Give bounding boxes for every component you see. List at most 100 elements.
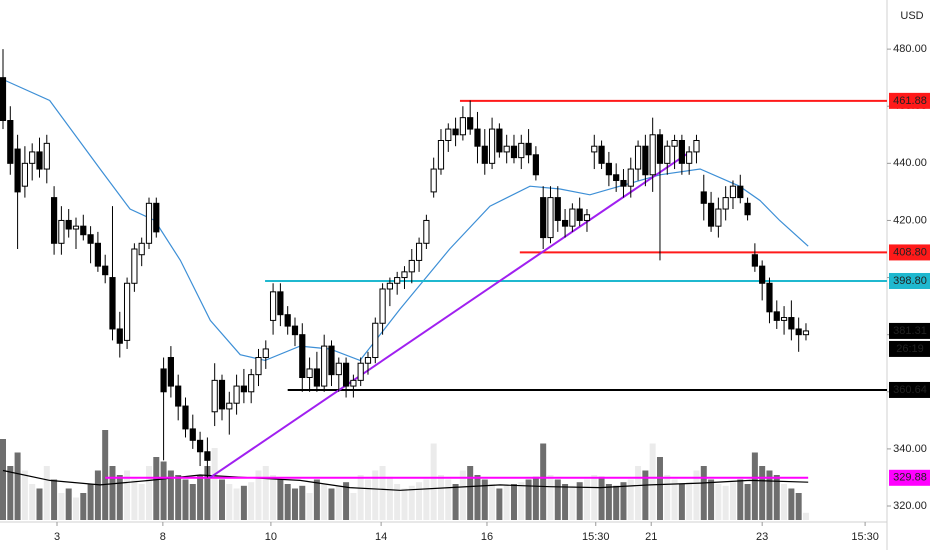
candle-body xyxy=(372,322,379,359)
candle-body xyxy=(0,77,7,122)
level-label: 360.64 xyxy=(893,384,927,396)
volume-bar xyxy=(226,484,233,520)
candle-body xyxy=(87,234,94,244)
candle-body xyxy=(218,379,226,410)
volume-bar xyxy=(350,493,357,520)
volume-bar xyxy=(722,485,729,520)
volume-bar xyxy=(394,484,401,520)
candle-body xyxy=(518,142,525,159)
candle-body xyxy=(561,219,569,227)
volume-bar xyxy=(36,488,43,520)
volume-bar xyxy=(277,479,284,520)
candle-body xyxy=(540,197,547,239)
candle-body xyxy=(72,225,80,230)
volume-bar xyxy=(423,479,430,520)
candle-body xyxy=(729,185,737,199)
candle-body xyxy=(452,128,459,136)
volume-bar xyxy=(153,457,160,520)
candle-body xyxy=(583,214,591,221)
countdown-label: 26:19 xyxy=(896,343,924,355)
candle-body xyxy=(613,174,620,181)
y-tick-label: 320.00 xyxy=(893,500,927,512)
volume-bar xyxy=(562,484,569,520)
volume-bar xyxy=(189,484,196,520)
candle-body xyxy=(488,128,496,164)
volume-bar xyxy=(700,466,707,520)
volume-bar xyxy=(160,461,167,520)
candle-body xyxy=(109,277,116,330)
volume-bar xyxy=(51,479,58,520)
candle-body xyxy=(14,148,21,193)
volume-bar xyxy=(569,485,576,520)
volume-bar xyxy=(452,484,459,520)
volume-bar xyxy=(802,512,809,520)
candle-body xyxy=(715,208,722,227)
volume-bar xyxy=(445,479,452,520)
y-tick-label: 340.00 xyxy=(893,443,927,455)
volume-bar xyxy=(474,475,481,520)
candle-body xyxy=(423,219,430,244)
volume-bar xyxy=(532,476,539,520)
candle-body xyxy=(445,128,452,141)
level-label-box xyxy=(889,272,930,289)
candle-body xyxy=(233,385,240,404)
candle-body xyxy=(313,368,320,387)
volume-bar xyxy=(211,448,218,520)
volume-bar xyxy=(29,484,36,520)
volume-bar xyxy=(678,484,685,520)
volume-bar xyxy=(540,443,547,520)
volume-bar xyxy=(576,482,583,520)
candle-body xyxy=(80,225,87,236)
candle-body xyxy=(678,139,685,164)
volume-bar xyxy=(175,475,182,520)
axes: 320.00340.00360.00380.00400.00420.00440.… xyxy=(54,43,930,543)
candle-body xyxy=(306,368,313,379)
volume-bar xyxy=(737,479,744,520)
candle-body xyxy=(145,202,153,244)
candle-body xyxy=(576,208,583,221)
level-label-box xyxy=(889,469,930,486)
candle-body xyxy=(167,357,174,387)
candle-body xyxy=(211,379,218,413)
candle-body xyxy=(21,162,28,187)
volume-bar xyxy=(795,493,802,520)
candle-body xyxy=(175,385,182,407)
volume-bar xyxy=(489,484,496,520)
candle-body xyxy=(766,282,773,313)
candle-body xyxy=(269,291,277,321)
candle-body xyxy=(467,117,474,130)
volume-bar xyxy=(357,475,364,520)
price-pane xyxy=(0,49,887,479)
candle-body xyxy=(656,134,664,164)
candle-body xyxy=(204,451,211,461)
volume-bar xyxy=(642,470,649,520)
volume-bar xyxy=(58,493,65,520)
candle-body xyxy=(248,374,255,393)
candle-body xyxy=(554,197,561,221)
level-label: 461.88 xyxy=(893,95,927,107)
volume-bar xyxy=(635,466,642,520)
volume-bar xyxy=(729,482,736,520)
candle-body xyxy=(50,197,58,244)
volume-bar xyxy=(328,488,335,520)
candle-body xyxy=(496,128,503,153)
volume-bar xyxy=(0,439,6,520)
volume-bar xyxy=(87,484,94,520)
candle-body xyxy=(634,145,642,170)
x-tick-label: 14 xyxy=(375,531,387,543)
candle-body xyxy=(700,191,707,204)
volume-bar xyxy=(401,488,408,520)
x-tick-label: 21 xyxy=(645,531,657,543)
volume-bar xyxy=(284,484,291,520)
y-tick-label: 420.00 xyxy=(893,214,927,226)
candle-body xyxy=(722,197,729,210)
volume-bar xyxy=(437,475,444,520)
candle-body xyxy=(240,385,247,393)
volume-bar xyxy=(306,493,313,520)
level-label-box xyxy=(889,244,930,261)
candle-body xyxy=(43,142,50,170)
candle-body xyxy=(342,362,350,387)
volume-bar xyxy=(343,482,350,520)
candle-body xyxy=(138,242,145,256)
